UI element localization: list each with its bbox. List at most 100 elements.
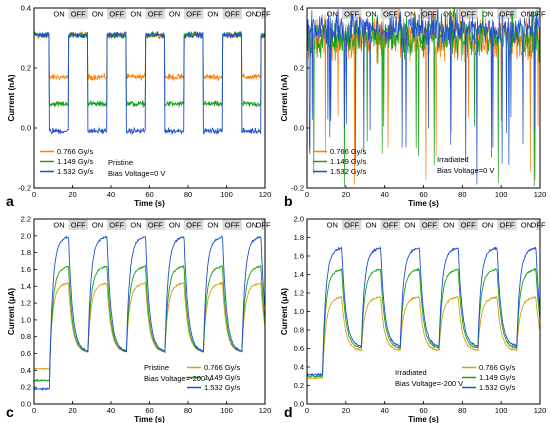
annotation-text: Bias Voltage=0 V [108,169,165,178]
band-label: OFF [109,221,124,230]
band-label: ON [130,10,141,19]
series-line-1 [306,266,541,378]
legend-label: 1.532 Gy/s [204,383,241,392]
band-label: OFF [499,10,514,19]
band-label: ON [130,221,141,230]
x-axis-label: Time (s) [408,199,439,208]
band-label: OFF [499,221,514,230]
band-label: ON [246,10,257,19]
y-tick-label: 1.8 [21,248,31,257]
y-tick-label: 0.2 [294,64,304,73]
band-label: ON [521,10,532,19]
band-label: OFF [531,221,546,230]
off-band [261,219,265,230]
off-band [184,8,204,19]
band-label: ON [207,10,218,19]
x-tick-label: 100 [495,190,508,199]
x-tick-label: 80 [184,190,192,199]
band-label: ON [443,10,454,19]
x-tick-label: 60 [419,406,427,415]
band-label: OFF [531,10,546,19]
off-band [107,8,127,19]
x-tick-label: 0 [305,190,309,199]
y-axis-label: Current (μA) [7,288,16,335]
legend-label: 0.766 Gy/s [330,147,367,156]
off-band [68,8,88,19]
band-label: ON [53,221,64,230]
x-tick-label: 80 [458,190,466,199]
off-band [341,219,362,230]
series-line-0 [33,281,266,371]
off-band [222,219,242,230]
y-tick-label: 2.0 [294,215,304,224]
band-label: OFF [461,10,476,19]
annotation-text: Irradiated [395,368,427,377]
y-tick-label: 1.0 [294,307,304,316]
x-tick-label: 120 [259,190,272,199]
band-label: ON [365,10,376,19]
off-band [497,219,517,230]
x-tick-label: 40 [380,190,388,199]
series-line-2 [33,30,266,136]
legend-label: 0.766 Gy/s [204,363,241,372]
band-label: OFF [383,10,398,19]
band-label: ON [443,221,454,230]
panel-letter: c [6,404,14,420]
annotation-text: Bias Voltage=-200 V [144,374,212,383]
legend-label: 1.149 Gy/s [330,157,367,166]
y-tick-label: -0.2 [18,184,31,193]
band-label: ON [169,221,180,230]
panel-letter: d [284,404,293,420]
y-tick-label: 0.4 [21,4,31,13]
series-line-2 [306,8,541,185]
x-tick-label: 20 [68,406,76,415]
x-tick-label: 80 [458,406,466,415]
off-band [458,8,478,19]
y-tick-label: 0.8 [294,326,304,335]
x-axis-label: Time (s) [408,415,439,423]
x-tick-label: 0 [32,406,36,415]
off-band [380,8,401,19]
x-tick-label: 20 [342,406,350,415]
series-line-2 [306,245,541,377]
off-band [145,8,165,19]
y-tick-label: 1.0 [21,315,31,324]
band-label: OFF [461,221,476,230]
annotation-text: Pristine [144,363,169,372]
band-label: ON [169,10,180,19]
off-band [145,219,165,230]
y-tick-label: 0.4 [294,4,304,13]
band-label: OFF [225,10,240,19]
band-label: OFF [71,10,86,19]
series-line-0 [306,295,541,381]
y-tick-label: 0.4 [294,363,304,372]
y-tick-label: 0.4 [21,366,31,375]
y-axis-label: Current (nA) [280,74,289,121]
off-band [419,8,440,19]
band-label: OFF [148,221,163,230]
y-tick-label: 0.6 [294,344,304,353]
band-label: ON [521,221,532,230]
y-tick-label: 1.6 [21,265,31,274]
legend-label: 1.532 Gy/s [330,167,367,176]
x-tick-label: 20 [342,190,350,199]
off-band [380,219,401,230]
band-label: ON [404,221,415,230]
y-axis-label: Current (nA) [7,74,16,121]
off-band [68,219,88,230]
y-tick-label: 0.6 [21,349,31,358]
y-tick-label: 1.4 [294,270,304,279]
band-label: OFF [71,221,86,230]
annotation-text: Pristine [108,158,133,167]
panel-letter: a [6,193,14,209]
band-label: ON [327,221,338,230]
x-tick-label: 40 [107,190,115,199]
y-axis-label: Current (μA) [280,288,289,335]
y-tick-label: 0.8 [21,332,31,341]
y-tick-label: 1.4 [21,282,31,291]
legend-label: 1.532 Gy/s [57,167,94,176]
